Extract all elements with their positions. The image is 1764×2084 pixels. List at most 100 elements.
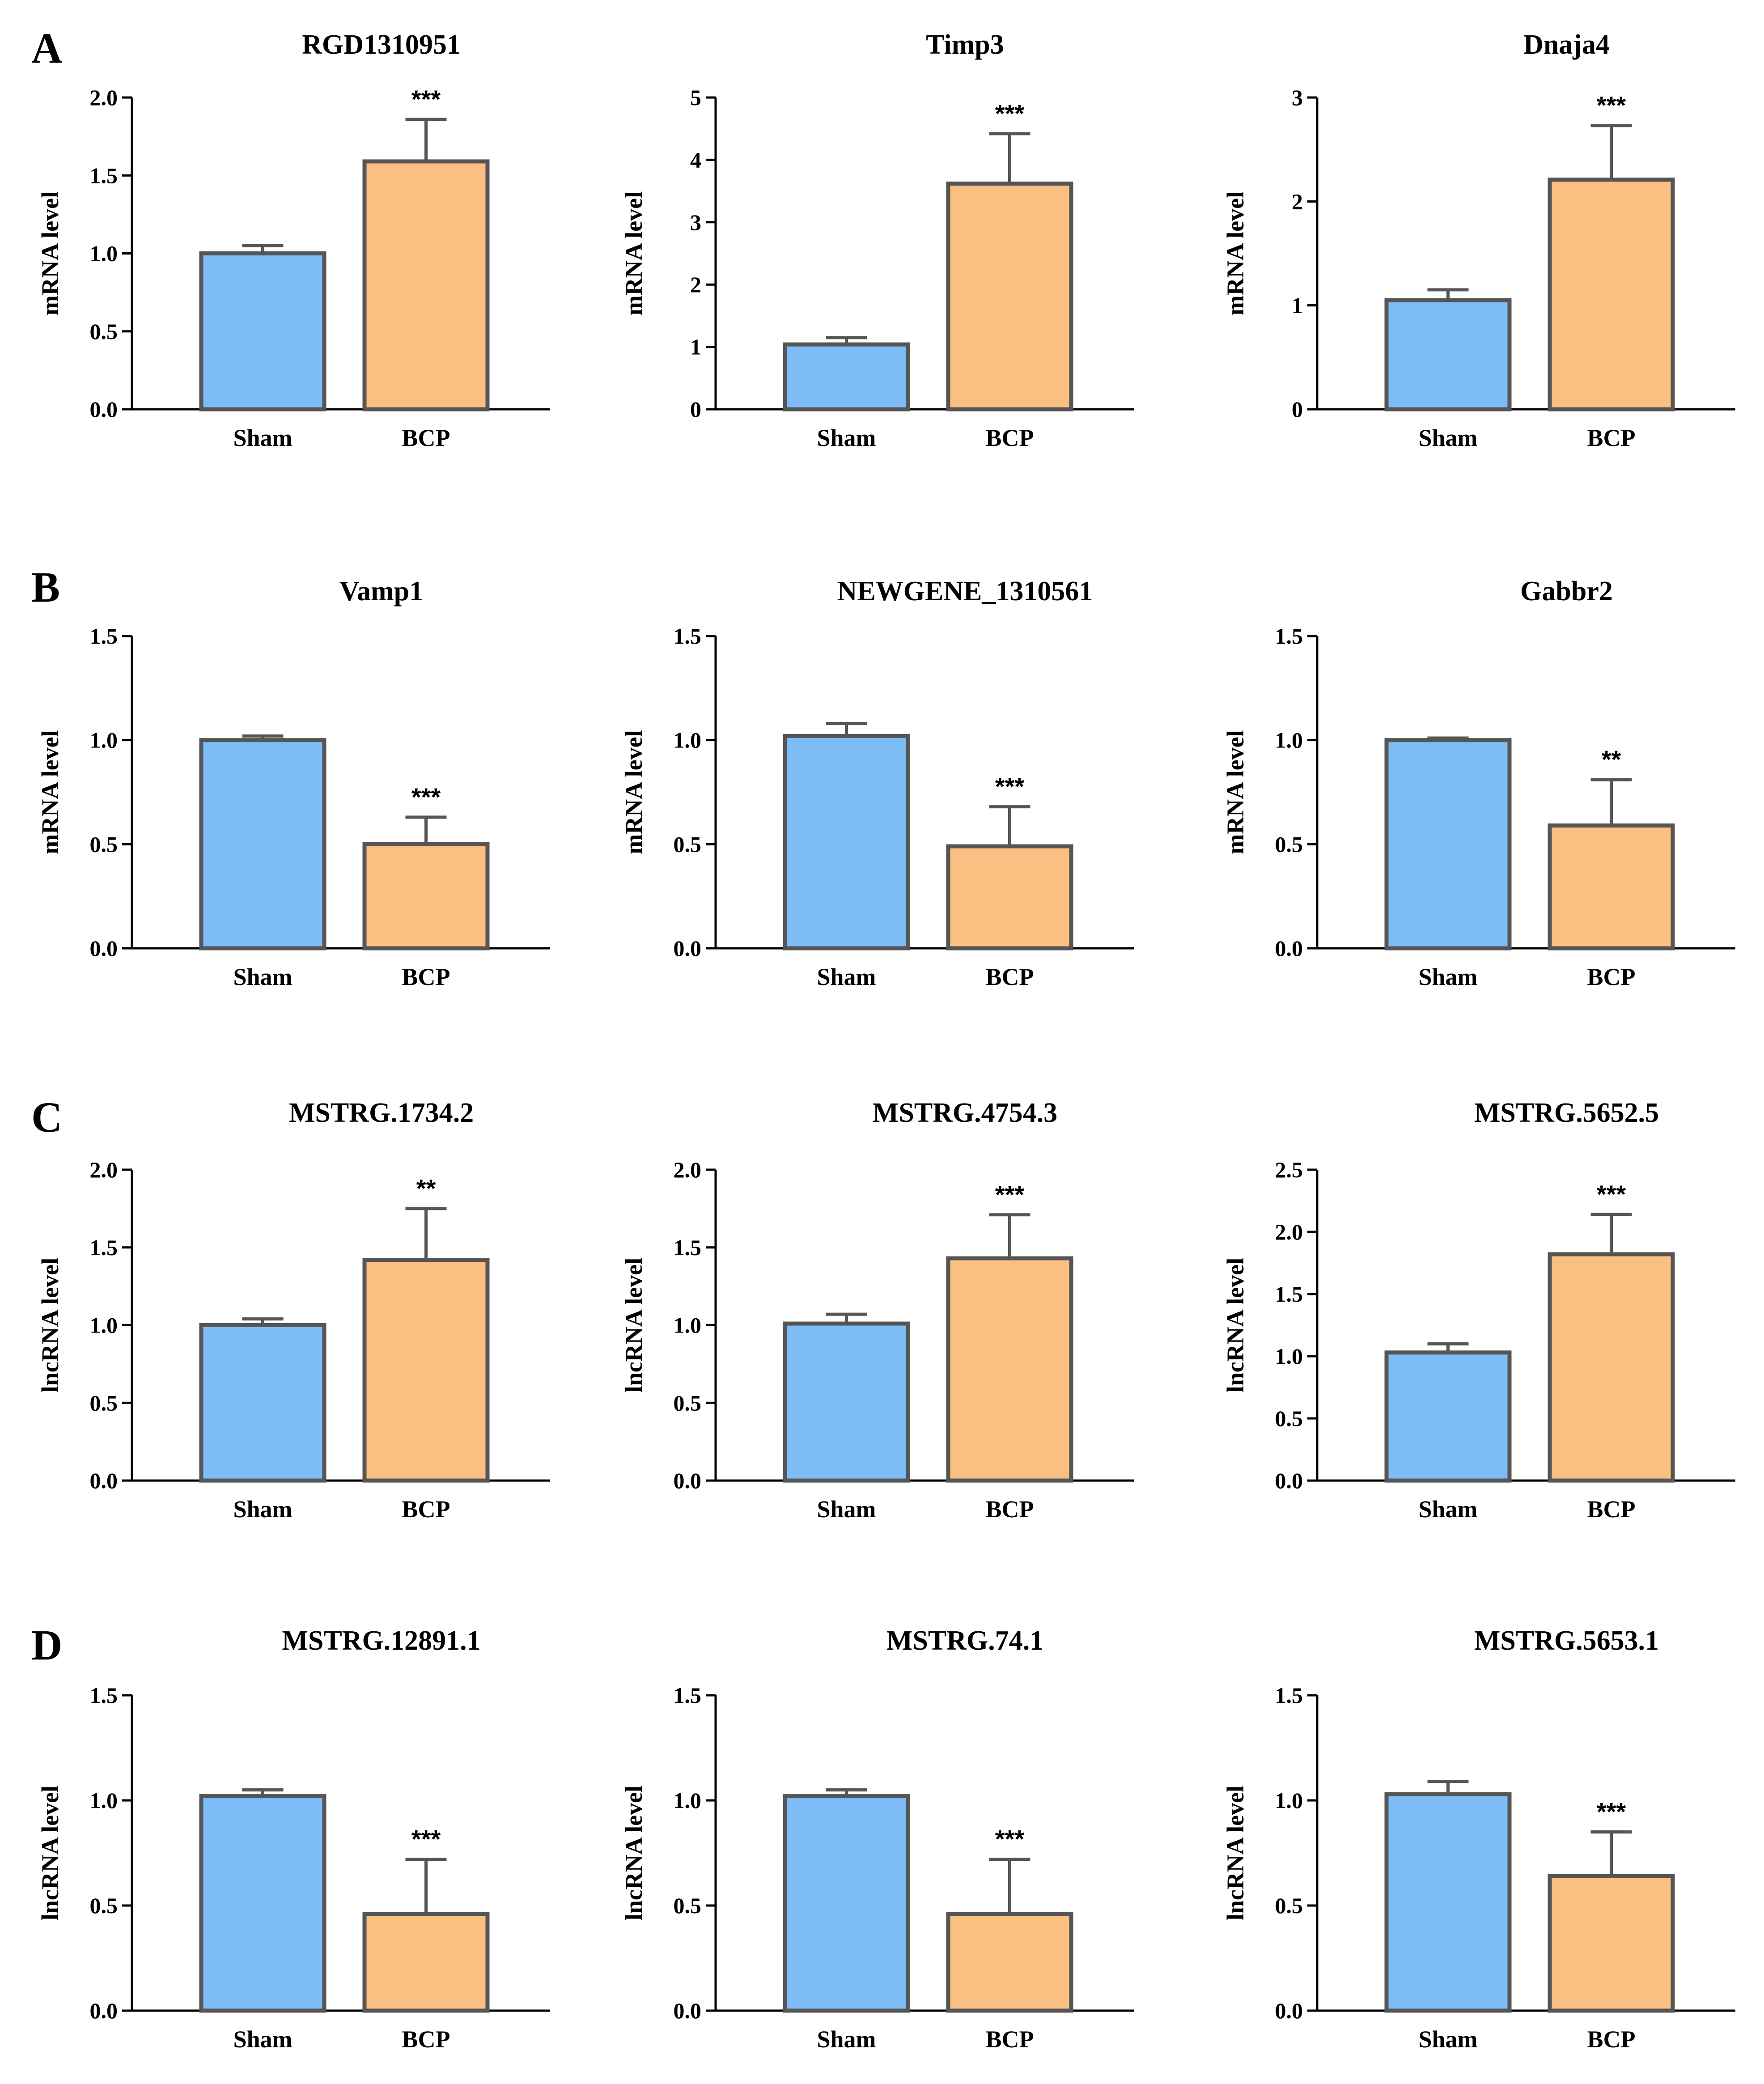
bar-sham xyxy=(199,1323,327,1483)
y-tick-label: 0.0 xyxy=(90,936,118,961)
y-tick-label: 1.5 xyxy=(674,624,702,649)
y-tick-label: 2 xyxy=(1292,189,1303,214)
chart-title: MSTRG.1734.2 xyxy=(289,1098,474,1128)
y-tick-label: 1.0 xyxy=(90,241,118,266)
y-tick-label: 0.0 xyxy=(674,1998,702,2023)
bar-bcp xyxy=(362,842,490,951)
bar-sham xyxy=(1384,738,1512,951)
bar-bcp xyxy=(1548,823,1675,951)
chart-3: Dnaja4 mRNA level 0 1 2 3 Sham BCP *** xyxy=(1222,30,1735,451)
significance-label: *** xyxy=(995,1180,1025,1209)
y-tick-label: 1.5 xyxy=(1275,624,1303,649)
x-tick-label: Sham xyxy=(1418,2026,1477,2053)
y-tick-label: 2.0 xyxy=(1275,1219,1303,1244)
x-tick-label: Sham xyxy=(1418,963,1477,990)
chart-1: RGD1310951 mRNA level 0.0 0.5 1.0 1.5 2.0 Sham B… xyxy=(37,30,550,451)
y-axis-label: lncRNA level xyxy=(37,1258,64,1392)
chart-11: MSTRG.74.1 lncRNA level 0.0 0.5 1.0 1.5 Sham BC… xyxy=(620,1626,1134,2053)
y-tick-label: 1 xyxy=(1292,293,1303,318)
y-tick-label: 3 xyxy=(1292,85,1303,110)
chart-title: Timp3 xyxy=(926,30,1004,60)
y-tick-label: 1.5 xyxy=(90,163,118,188)
y-tick-label: 1.5 xyxy=(674,1235,702,1260)
y-tick-label: 2.5 xyxy=(1275,1157,1303,1182)
panel-label-c: C xyxy=(31,1093,62,1141)
chart-4: Vamp1 mRNA level 0.0 0.5 1.0 1.5 Sham BCP *** xyxy=(37,576,550,990)
x-tick-label: BCP xyxy=(1587,2026,1636,2053)
x-tick-label: BCP xyxy=(986,1496,1034,1523)
y-tick-label: 1.5 xyxy=(90,624,118,649)
significance-label: ** xyxy=(416,1174,436,1202)
y-tick-label: 1.0 xyxy=(1275,1788,1303,1813)
bar-bcp xyxy=(946,181,1073,412)
chart-title: Dnaja4 xyxy=(1523,30,1610,60)
bar-bcp xyxy=(946,1912,1073,2013)
x-tick-label: BCP xyxy=(1587,424,1636,451)
y-tick-label: 2.0 xyxy=(674,1157,702,1182)
y-axis-label: mRNA level xyxy=(620,191,647,315)
y-axis-label: mRNA level xyxy=(37,730,64,854)
significance-label: *** xyxy=(995,1825,1025,1853)
chart-title: Gabbr2 xyxy=(1520,576,1613,607)
x-tick-label: BCP xyxy=(1587,963,1636,990)
y-tick-label: 0.5 xyxy=(1275,1406,1303,1431)
x-tick-label: Sham xyxy=(1418,424,1477,451)
y-axis-label: mRNA level xyxy=(620,730,647,854)
y-tick-label: 0.5 xyxy=(1275,832,1303,857)
chart-7: MSTRG.1734.2 lncRNA level 0.0 0.5 1.0 1.5 2.0 S… xyxy=(37,1098,550,1523)
y-tick-label: 1.0 xyxy=(674,728,702,753)
y-axis-label: mRNA level xyxy=(1222,730,1249,854)
y-tick-label: 1.5 xyxy=(674,1683,702,1708)
x-tick-label: BCP xyxy=(402,2026,450,2053)
y-tick-label: 0.0 xyxy=(90,1468,118,1493)
bar-bcp xyxy=(946,844,1073,951)
y-tick-label: 0.5 xyxy=(674,832,702,857)
significance-label: *** xyxy=(411,1825,441,1853)
x-tick-label: Sham xyxy=(817,1496,876,1523)
y-tick-label: 0.5 xyxy=(674,1390,702,1415)
y-tick-label: 0.5 xyxy=(90,832,118,857)
x-tick-label: Sham xyxy=(817,424,876,451)
chart-title: MSTRG.5653.1 xyxy=(1474,1626,1659,1656)
y-tick-label: 5 xyxy=(690,85,701,110)
significance-label: ** xyxy=(1602,745,1621,773)
panel-label-b: B xyxy=(31,563,60,611)
y-tick-label: 0.0 xyxy=(1275,936,1303,961)
bar-sham xyxy=(1384,1792,1512,2013)
chart-title: NEWGENE_1310561 xyxy=(837,576,1093,607)
y-tick-label: 1.5 xyxy=(1275,1282,1303,1307)
x-tick-label: Sham xyxy=(233,1496,292,1523)
y-tick-label: 0.0 xyxy=(90,397,118,422)
bar-bcp xyxy=(362,159,490,412)
y-tick-label: 1.0 xyxy=(90,1788,118,1813)
panel-label-a: A xyxy=(31,24,62,72)
y-axis-label: mRNA level xyxy=(37,191,64,315)
y-tick-label: 0.5 xyxy=(90,1390,118,1415)
significance-label: *** xyxy=(411,783,441,811)
y-tick-label: 4 xyxy=(690,147,701,172)
chart-10: MSTRG.12891.1 lncRNA level 0.0 0.5 1.0 1.5 Sha… xyxy=(37,1626,550,2053)
significance-label: *** xyxy=(1597,1180,1626,1208)
y-tick-label: 0 xyxy=(690,397,701,422)
bar-sham xyxy=(1384,298,1512,412)
y-tick-label: 1.0 xyxy=(1275,1344,1303,1369)
x-tick-label: BCP xyxy=(986,424,1034,451)
y-tick-label: 1 xyxy=(690,335,701,360)
bar-bcp xyxy=(362,1258,490,1483)
bar-sham xyxy=(1384,1350,1512,1483)
y-axis-label: lncRNA level xyxy=(1222,1786,1249,1920)
chart-title: RGD1310951 xyxy=(302,30,461,60)
chart-title: MSTRG.5652.5 xyxy=(1474,1098,1659,1128)
y-tick-label: 1.0 xyxy=(90,1313,118,1338)
y-tick-label: 0.0 xyxy=(1275,1998,1303,2023)
y-tick-label: 1.5 xyxy=(1275,1683,1303,1708)
y-tick-label: 2.0 xyxy=(90,85,118,110)
y-tick-label: 1.0 xyxy=(1275,728,1303,753)
x-tick-label: Sham xyxy=(233,2026,292,2053)
bar-sham xyxy=(199,738,327,951)
y-tick-label: 1.5 xyxy=(90,1235,118,1260)
chart-12: MSTRG.5653.1 lncRNA level 0.0 0.5 1.0 1.5 Sham… xyxy=(1222,1626,1735,2053)
chart-title: Vamp1 xyxy=(339,576,423,607)
x-tick-label: Sham xyxy=(817,2026,876,2053)
bar-bcp xyxy=(1548,178,1675,412)
